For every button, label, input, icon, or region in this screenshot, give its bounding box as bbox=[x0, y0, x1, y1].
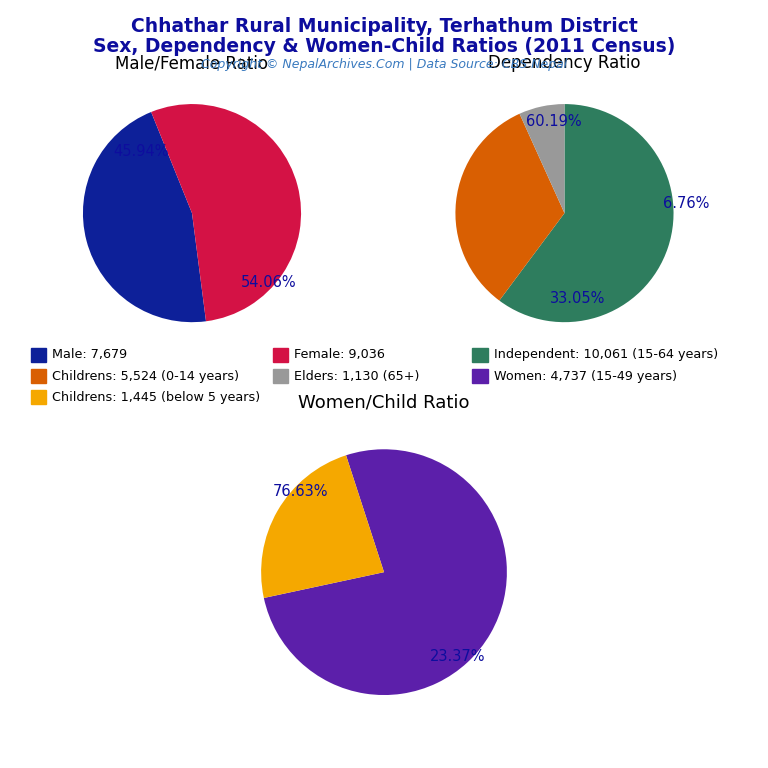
Wedge shape bbox=[151, 104, 301, 321]
Wedge shape bbox=[261, 455, 384, 598]
Text: 54.06%: 54.06% bbox=[241, 275, 296, 290]
Text: Women: 4,737 (15-49 years): Women: 4,737 (15-49 years) bbox=[494, 370, 677, 382]
Text: Childrens: 5,524 (0-14 years): Childrens: 5,524 (0-14 years) bbox=[52, 370, 239, 382]
Text: Childrens: 1,445 (below 5 years): Childrens: 1,445 (below 5 years) bbox=[52, 391, 260, 403]
Wedge shape bbox=[83, 112, 206, 322]
Text: Independent: 10,061 (15-64 years): Independent: 10,061 (15-64 years) bbox=[494, 349, 718, 361]
Text: 6.76%: 6.76% bbox=[664, 196, 710, 210]
Title: Women/Child Ratio: Women/Child Ratio bbox=[298, 393, 470, 412]
Text: Copyright © NepalArchives.Com | Data Source: CBS Nepal: Copyright © NepalArchives.Com | Data Sou… bbox=[201, 58, 567, 71]
Wedge shape bbox=[499, 104, 674, 322]
Text: 33.05%: 33.05% bbox=[550, 290, 605, 306]
Text: Female: 9,036: Female: 9,036 bbox=[294, 349, 385, 361]
Text: 76.63%: 76.63% bbox=[273, 484, 328, 499]
Text: 23.37%: 23.37% bbox=[430, 649, 485, 664]
Text: 60.19%: 60.19% bbox=[526, 114, 581, 129]
Text: Sex, Dependency & Women-Child Ratios (2011 Census): Sex, Dependency & Women-Child Ratios (20… bbox=[93, 37, 675, 56]
Wedge shape bbox=[264, 449, 507, 695]
Title: Dependency Ratio: Dependency Ratio bbox=[488, 55, 641, 72]
Title: Male/Female Ratio: Male/Female Ratio bbox=[115, 55, 269, 72]
Text: 45.94%: 45.94% bbox=[114, 144, 169, 160]
Wedge shape bbox=[519, 104, 564, 213]
Text: Elders: 1,130 (65+): Elders: 1,130 (65+) bbox=[294, 370, 419, 382]
Text: Male: 7,679: Male: 7,679 bbox=[52, 349, 127, 361]
Wedge shape bbox=[455, 114, 564, 300]
Text: Chhathar Rural Municipality, Terhathum District: Chhathar Rural Municipality, Terhathum D… bbox=[131, 17, 637, 36]
